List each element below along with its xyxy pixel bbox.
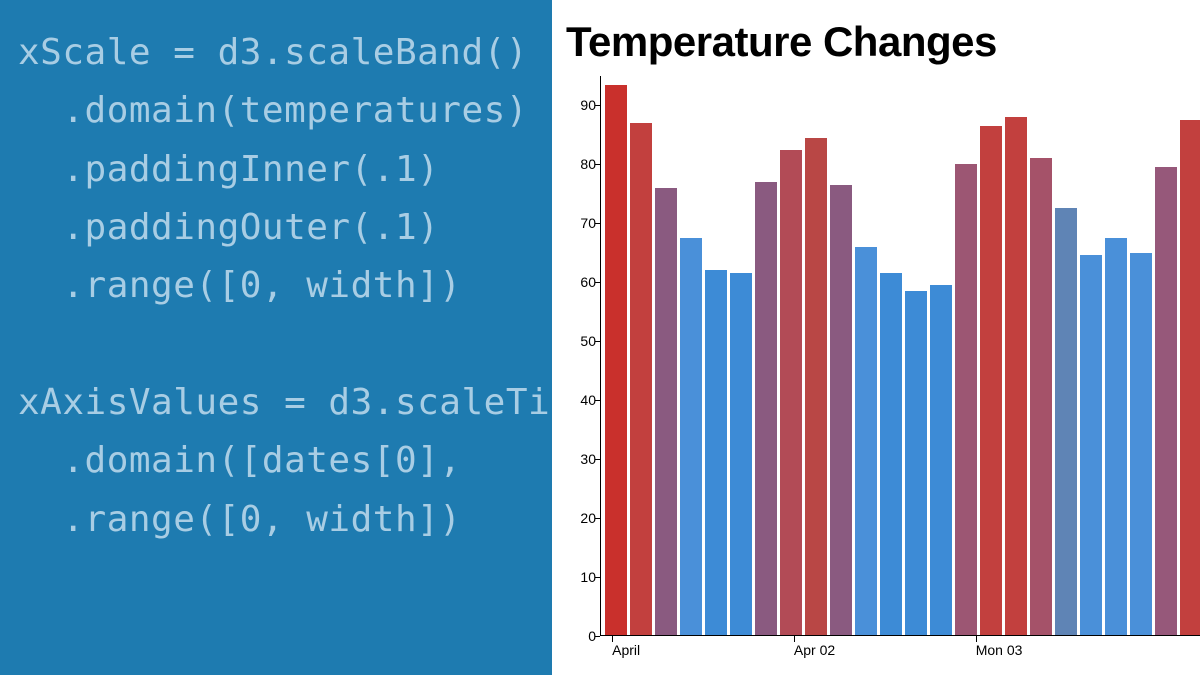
y-tick-label: 10 [580,569,596,585]
chart-panel: Temperature Changes 0102030405060708090 … [552,0,1200,675]
plot-area [600,76,1200,636]
bar [830,185,852,635]
bar [1155,167,1177,635]
y-tick-label: 80 [580,156,596,172]
bar [1105,238,1127,635]
bar [1055,208,1077,635]
bars-container [601,76,1200,635]
bar [655,188,677,635]
bar [755,182,777,635]
bar [1030,158,1052,635]
bar [705,270,727,635]
bar [1005,117,1027,635]
bar [1130,253,1152,635]
bar [630,123,652,635]
y-tick-label: 50 [580,333,596,349]
y-tick-label: 40 [580,392,596,408]
bar [880,273,902,635]
x-tick-label: Apr 02 [794,642,835,658]
y-axis: 0102030405060708090 [566,76,600,666]
y-tick-label: 20 [580,510,596,526]
code-panel: xScale = d3.scaleBand() .domain(temperat… [0,0,552,675]
chart-title: Temperature Changes [566,18,1200,66]
bar [1080,255,1102,635]
chart-area: 0102030405060708090 AprilApr 02Mon 03 [566,76,1200,666]
bar [805,138,827,635]
x-axis: April Apr 02 Mon 03 [600,636,1200,666]
bar [980,126,1002,635]
bar [905,291,927,635]
bar [930,285,952,635]
y-tick-label: 70 [580,215,596,231]
y-tick-label: 30 [580,451,596,467]
y-tick-label: 60 [580,274,596,290]
bar [780,150,802,635]
x-tick-label: Mon 03 [976,642,1023,658]
bar [1180,120,1200,635]
bar [855,247,877,635]
bar [680,238,702,635]
bar [955,164,977,635]
bar [730,273,752,635]
bar [605,85,627,635]
y-tick-label: 90 [580,97,596,113]
x-tick-label: April [612,642,640,658]
